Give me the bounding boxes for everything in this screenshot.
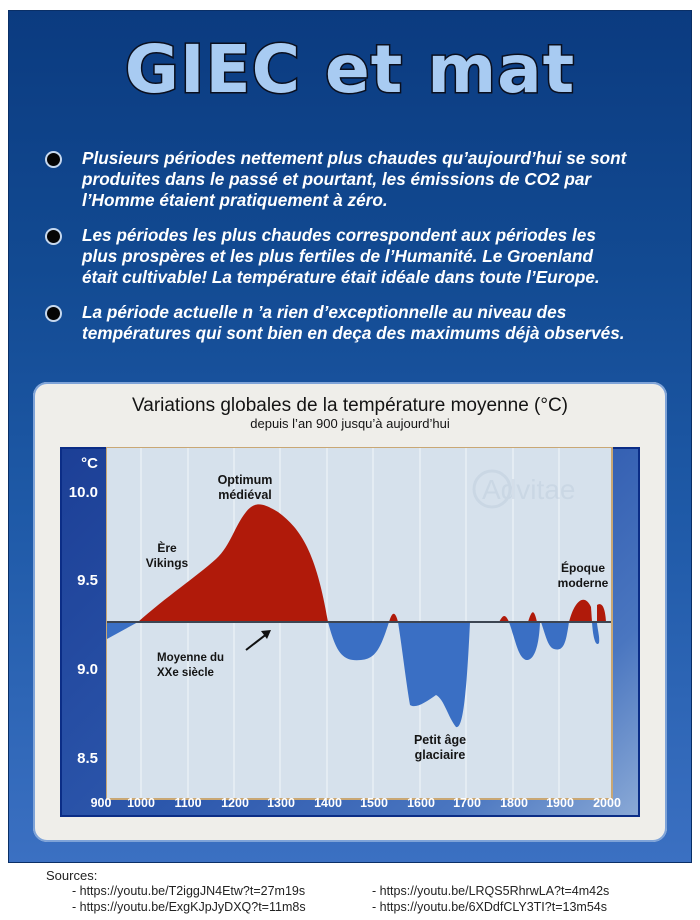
- y-axis-unit: °C: [81, 455, 98, 472]
- x-tick: 900: [90, 796, 112, 810]
- bullet-line: Les périodes les plus chaudes correspond…: [82, 225, 596, 245]
- y-tick: 8.5: [77, 750, 98, 767]
- watermark-text: Advitae: [482, 474, 575, 505]
- x-tick: 1200: [221, 796, 249, 810]
- annotation-baseline: Moyenne du XXe siècle: [157, 652, 225, 679]
- bullet-icon: [45, 151, 62, 168]
- bullet-icon: [45, 305, 62, 322]
- y-tick: 9.0: [77, 661, 98, 678]
- page-title: GIEC et mat: [123, 30, 576, 110]
- cold-areas: [107, 622, 600, 728]
- bullet-list: Plusieurs périodes nettement plus chaude…: [42, 148, 682, 358]
- bullet-line: Plusieurs périodes nettement plus chaude…: [82, 148, 627, 168]
- bullet-item: Les périodes les plus chaudes correspond…: [42, 225, 682, 288]
- x-tick: 1800: [500, 796, 528, 810]
- source-link[interactable]: - https://youtu.be/ExgKJpJyDXQ?t=11m8s: [72, 900, 306, 914]
- bullet-line: températures qui sont bien en deça des m…: [82, 323, 625, 343]
- warm-areas: [138, 504, 606, 622]
- x-tick: 2000: [593, 796, 621, 810]
- annotation-petit-age: Petit âge glaciaire: [413, 733, 467, 762]
- bullet-line: produites dans le passé et pourtant, les…: [82, 169, 592, 189]
- source-link[interactable]: - https://youtu.be/LRQS5RhrwLA?t=4m42s: [372, 884, 610, 898]
- x-tick: 1900: [546, 796, 574, 810]
- bullet-item: La période actuelle n ’a rien d’exceptio…: [42, 302, 682, 344]
- y-tick: 10.0: [68, 484, 98, 501]
- chart-plot: Advitae: [106, 447, 613, 800]
- x-tick: 1700: [453, 796, 481, 810]
- y-tick: 9.5: [77, 572, 98, 589]
- chart-title: Variations globales de la température mo…: [131, 395, 569, 416]
- annotation-optimum: Optimum médiéval: [217, 473, 273, 502]
- x-tick: 1000: [127, 796, 155, 810]
- x-tick: 1600: [407, 796, 435, 810]
- source-link[interactable]: - https://youtu.be/6XDdfCLY3TI?t=13m54s: [372, 900, 607, 914]
- bullet-icon: [45, 228, 62, 245]
- advitae-watermark: Advitae: [472, 469, 575, 509]
- bullet-line: La période actuelle n ’a rien d’exceptio…: [82, 302, 567, 322]
- arrow-icon: [245, 630, 271, 651]
- chart-subtitle: depuis l’an 900 jusqu’à aujourd’hui: [250, 416, 450, 431]
- x-tick: 1100: [174, 796, 202, 810]
- bullet-line: était cultivable! La température était i…: [82, 267, 600, 287]
- x-tick: 1500: [360, 796, 388, 810]
- bullet-item: Plusieurs périodes nettement plus chaude…: [42, 148, 682, 211]
- source-link[interactable]: - https://youtu.be/T2iggJN4Etw?t=27m19s: [72, 884, 306, 898]
- bullet-line: l’Homme étaient pratiquement à zéro.: [82, 190, 388, 210]
- bullet-line: plus prospères et les plus fertiles de l…: [82, 246, 593, 266]
- sources-label: Sources:: [46, 868, 98, 883]
- annotation-vikings: Ère Vikings: [145, 541, 189, 570]
- x-tick: 1400: [314, 796, 342, 810]
- annotation-moderne: Époque moderne: [557, 561, 609, 590]
- x-tick: 1300: [267, 796, 295, 810]
